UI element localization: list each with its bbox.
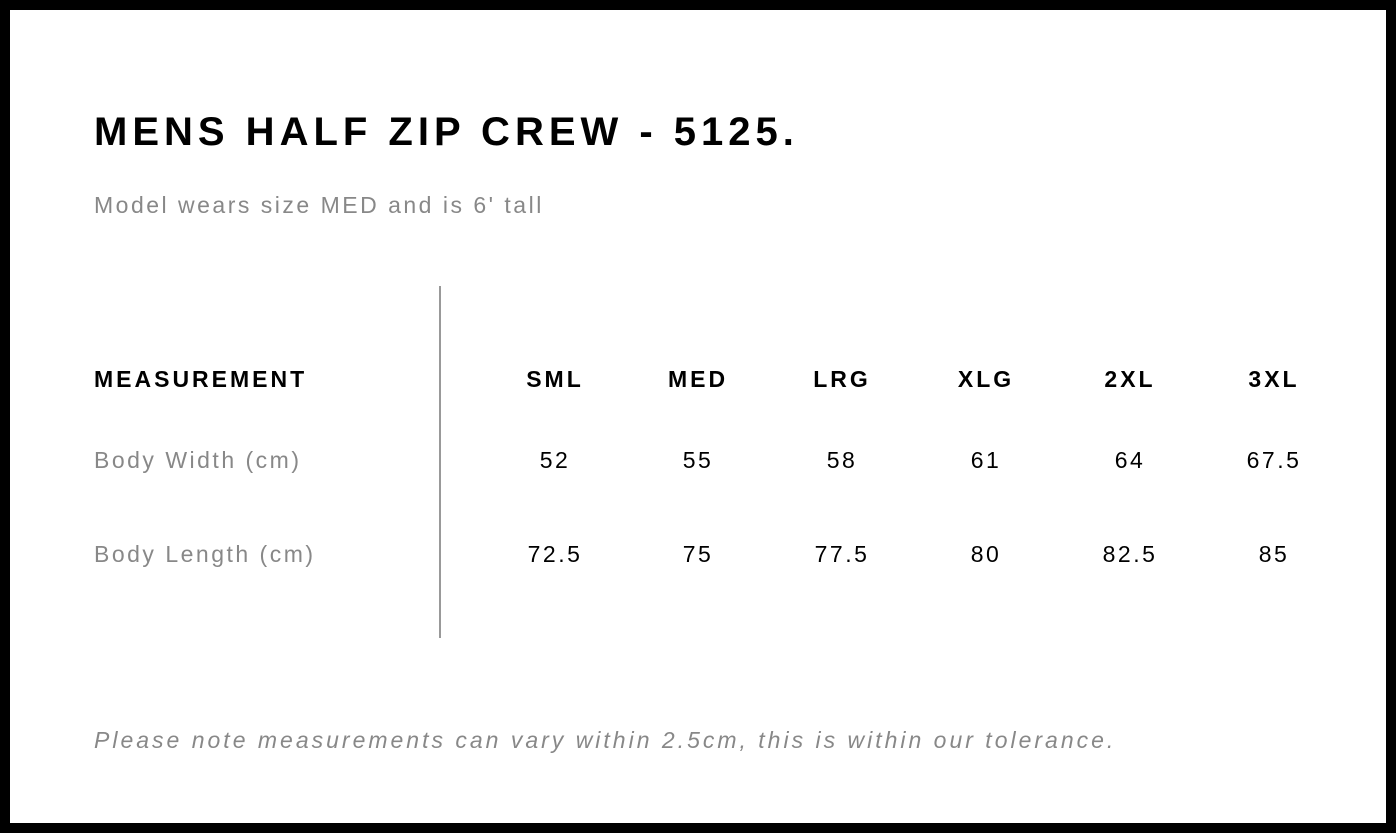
table-cell: 82.5	[1102, 541, 1158, 567]
table-cell: 61	[970, 447, 1002, 473]
page-title: MENS HALF ZIP CREW - 5125.	[94, 110, 799, 154]
size-chart-card: MENS HALF ZIP CREW - 5125. Model wears s…	[10, 10, 1386, 823]
row-label: Body Length (cm)	[94, 541, 316, 567]
table-cell: 85	[1258, 541, 1290, 567]
table-cell: 72.5	[527, 541, 583, 567]
size-header-sml: SML	[526, 366, 584, 392]
model-info: Model wears size MED and is 6' tall	[94, 192, 544, 218]
tolerance-note: Please note measurements can vary within…	[94, 727, 1117, 753]
column-divider	[439, 286, 441, 638]
size-header-med: MED	[667, 366, 729, 392]
table-cell: 52	[539, 447, 571, 473]
table-cell: 67.5	[1246, 447, 1302, 473]
table-cell: 77.5	[814, 541, 870, 567]
measurement-header: MEASUREMENT	[94, 366, 308, 392]
size-header-3xl: 3XL	[1248, 366, 1300, 392]
table-cell: 64	[1114, 447, 1146, 473]
size-header-2xl: 2XL	[1104, 366, 1156, 392]
row-label: Body Width (cm)	[94, 447, 302, 473]
size-header-xlg: XLG	[957, 366, 1015, 392]
table-cell: 55	[682, 447, 714, 473]
table-cell: 75	[682, 541, 714, 567]
table-cell: 80	[970, 541, 1002, 567]
size-header-lrg: LRG	[813, 366, 871, 392]
table-cell: 58	[826, 447, 858, 473]
